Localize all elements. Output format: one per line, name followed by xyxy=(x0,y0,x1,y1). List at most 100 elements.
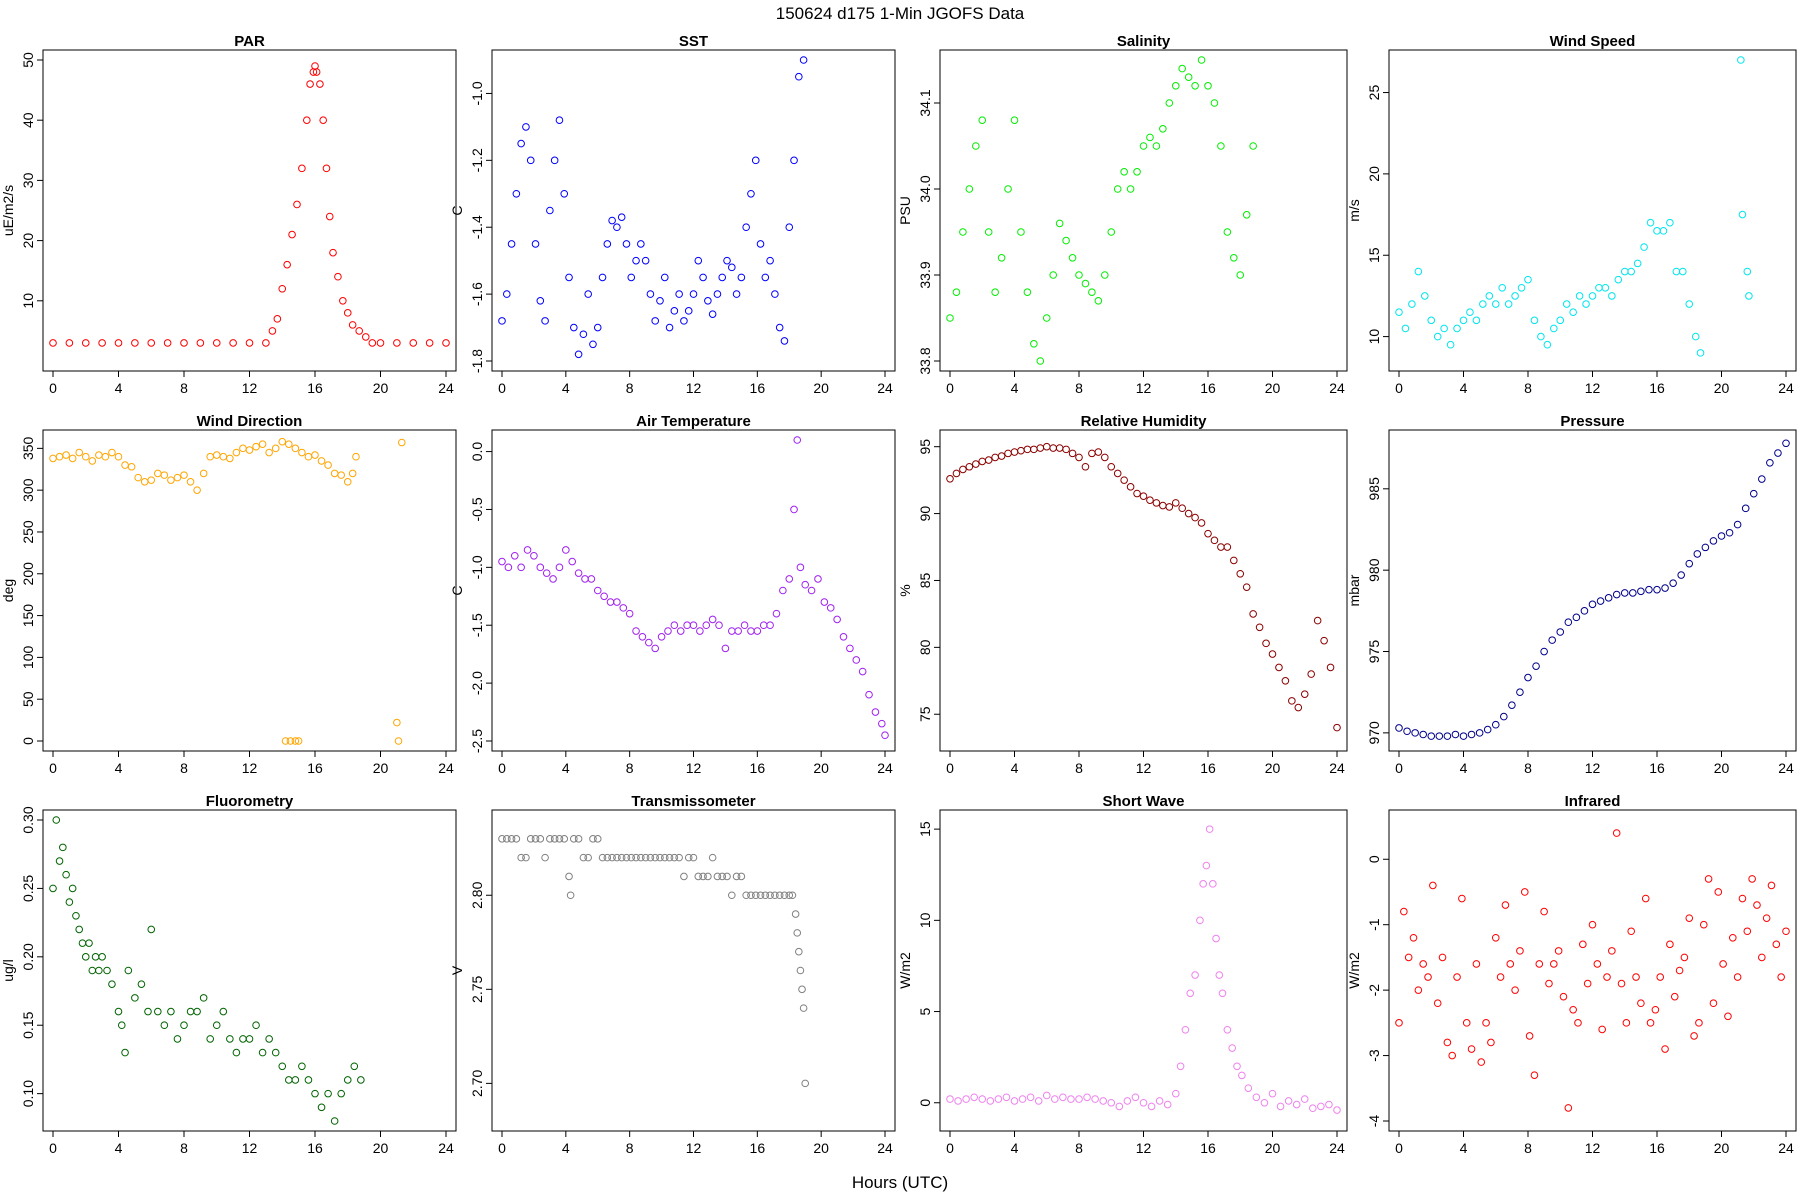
x-tick-label: 20 xyxy=(1265,380,1281,396)
data-point xyxy=(1268,1089,1277,1098)
data-point xyxy=(409,339,418,347)
data-point xyxy=(193,486,201,494)
data-point xyxy=(232,448,241,457)
data-point xyxy=(751,891,760,900)
data-point xyxy=(1717,532,1726,540)
y-tick-label: -1.2 xyxy=(469,148,485,172)
data-point xyxy=(617,213,626,221)
data-point xyxy=(1244,1084,1253,1092)
data-point xyxy=(306,80,314,88)
data-point xyxy=(291,444,300,453)
data-point xyxy=(1184,73,1193,81)
data-point xyxy=(1472,316,1481,325)
data-point xyxy=(608,216,616,225)
data-point xyxy=(565,872,573,881)
x-tick-label: 8 xyxy=(626,760,634,776)
data-point xyxy=(954,1097,962,1105)
data-point xyxy=(570,835,578,843)
data-point xyxy=(865,690,873,699)
data-point xyxy=(1620,589,1629,597)
y-axis: 0 50 100 150 200 250 300 350 xyxy=(20,436,44,745)
data-point xyxy=(319,116,327,124)
series-points xyxy=(1395,56,1753,357)
data-point xyxy=(1088,288,1096,297)
x-tick-label: 12 xyxy=(686,1140,702,1156)
panel-par: PAR 0 4 8 12 16 20 24 10 20 30 40 50 uE/m2/s xyxy=(0,33,457,396)
data-point xyxy=(140,478,149,486)
data-point xyxy=(1690,1032,1698,1040)
x-tick-label: 16 xyxy=(1200,1140,1216,1156)
data-point xyxy=(1139,492,1148,500)
data-point xyxy=(1467,1045,1476,1053)
data-point xyxy=(1075,1095,1083,1103)
data-point xyxy=(1659,227,1668,235)
data-point xyxy=(147,476,156,484)
y-axis-label: m/s xyxy=(1346,199,1362,222)
data-point xyxy=(742,223,750,232)
data-point xyxy=(715,621,723,630)
data-point xyxy=(795,947,803,956)
data-point xyxy=(555,835,564,843)
y-tick-label: 33.8 xyxy=(917,347,933,374)
data-point xyxy=(1627,927,1635,936)
data-point xyxy=(1516,947,1524,955)
data-point xyxy=(771,290,779,298)
data-point xyxy=(1126,483,1135,491)
data-point xyxy=(1238,1071,1246,1080)
data-point xyxy=(81,339,90,347)
x-tick-label: 24 xyxy=(438,380,454,396)
data-point xyxy=(574,569,583,577)
data-point xyxy=(131,994,139,1002)
data-point xyxy=(790,156,798,165)
y-tick-label: 0 xyxy=(1366,855,1382,863)
x-tick-label: 24 xyxy=(1329,1140,1345,1156)
y-tick-label: -1.8 xyxy=(469,349,485,373)
x-tick-label: 0 xyxy=(946,380,954,396)
data-point xyxy=(59,843,67,852)
data-point xyxy=(1017,228,1025,236)
data-point xyxy=(584,853,592,862)
y-tick-label: 250 xyxy=(20,520,36,544)
data-point xyxy=(613,223,621,232)
x-axis: 0 4 8 12 16 20 24 xyxy=(946,1130,1345,1156)
data-point xyxy=(718,872,727,881)
data-point xyxy=(108,448,116,457)
data-point xyxy=(517,853,525,862)
data-point xyxy=(1424,973,1432,981)
data-point xyxy=(1758,475,1766,483)
x-tick-label: 12 xyxy=(242,1140,258,1156)
data-point xyxy=(245,1035,254,1043)
data-point xyxy=(627,853,636,862)
data-point xyxy=(1215,971,1224,979)
y-axis: 0 5 10 15 xyxy=(917,821,941,1107)
data-point xyxy=(330,1117,339,1125)
x-tick-label: 12 xyxy=(1585,760,1601,776)
panel-title: Short Wave xyxy=(1103,793,1185,810)
data-point xyxy=(144,1007,152,1016)
data-point xyxy=(1191,82,1199,90)
data-point xyxy=(1159,125,1167,133)
data-point xyxy=(1401,324,1410,333)
x-axis: 0 4 8 12 16 20 24 xyxy=(49,370,454,396)
panel-title: Fluorometry xyxy=(206,793,294,810)
x-tick-label: 4 xyxy=(115,380,123,396)
data-point xyxy=(81,452,90,461)
data-point xyxy=(291,1076,300,1084)
data-point xyxy=(766,891,774,900)
data-point xyxy=(137,980,146,988)
data-point xyxy=(1236,569,1245,578)
data-point xyxy=(1055,219,1064,228)
x-tick-label: 0 xyxy=(946,760,954,776)
data-point xyxy=(317,457,326,465)
data-point xyxy=(1685,559,1694,568)
data-point xyxy=(1159,501,1167,510)
data-point xyxy=(517,563,525,572)
data-point xyxy=(1171,499,1180,507)
x-tick-label: 20 xyxy=(813,1140,829,1156)
data-point xyxy=(1317,1102,1325,1111)
data-point xyxy=(293,200,301,209)
panel-wind_direction: Wind Direction 0 4 8 12 16 20 24 0 50 100 150 200 250… xyxy=(0,413,457,776)
data-point xyxy=(348,469,357,478)
data-point xyxy=(1627,267,1635,276)
data-point xyxy=(696,627,704,635)
